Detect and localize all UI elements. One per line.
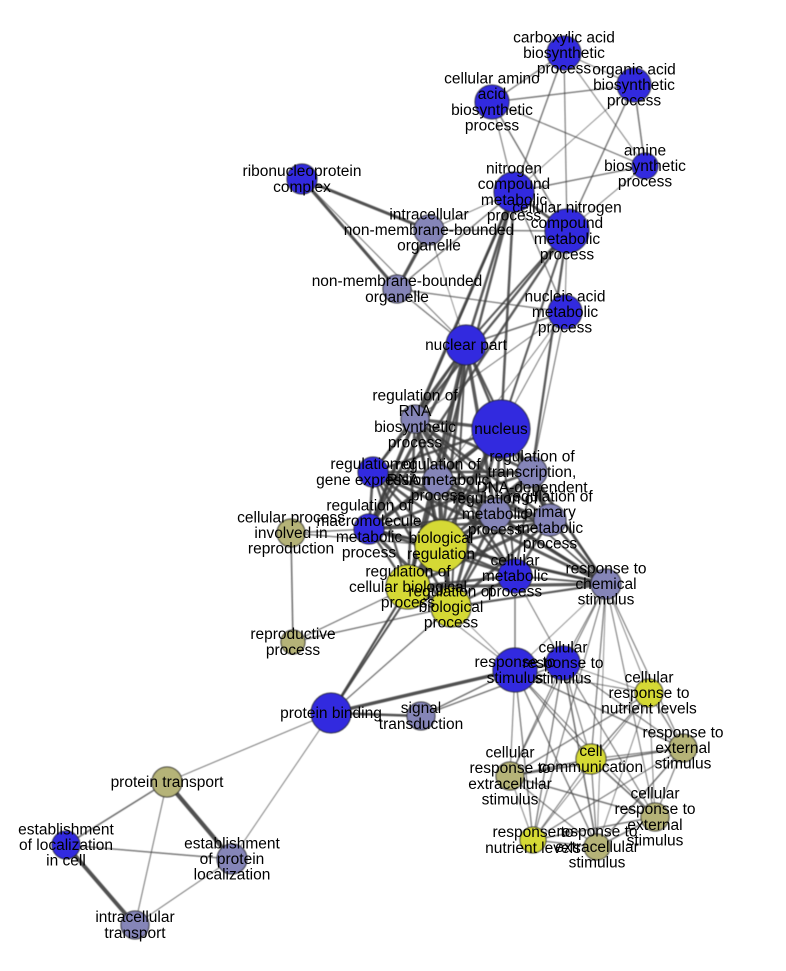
svg-text:RNA metabolic: RNA metabolic	[387, 472, 490, 489]
svg-text:involved in: involved in	[254, 525, 327, 542]
svg-text:process: process	[468, 522, 523, 539]
svg-text:process: process	[388, 435, 443, 452]
svg-text:carboxylic acid: carboxylic acid	[513, 29, 615, 46]
svg-text:biological: biological	[409, 530, 474, 547]
svg-text:cellular amino: cellular amino	[444, 71, 540, 88]
svg-text:process: process	[538, 320, 593, 337]
svg-text:regulation of: regulation of	[489, 448, 575, 465]
svg-text:intracellular: intracellular	[389, 206, 468, 223]
svg-text:stimulus: stimulus	[482, 792, 539, 809]
svg-text:in cell: in cell	[46, 853, 86, 870]
svg-text:non-membrane-bounded: non-membrane-bounded	[312, 273, 483, 290]
svg-text:stimulus: stimulus	[578, 592, 635, 609]
svg-text:biosynthetic: biosynthetic	[593, 77, 675, 94]
svg-text:external: external	[655, 740, 710, 757]
svg-text:response to: response to	[470, 760, 551, 777]
svg-text:process: process	[607, 93, 662, 110]
svg-text:organelle: organelle	[365, 289, 429, 306]
svg-text:cellular: cellular	[630, 786, 679, 803]
svg-text:metabolic: metabolic	[534, 231, 601, 248]
svg-text:extracellular: extracellular	[468, 776, 552, 793]
svg-text:chemical: chemical	[575, 576, 636, 593]
svg-text:nuclear part: nuclear part	[425, 337, 508, 354]
svg-text:establishment: establishment	[18, 821, 114, 838]
svg-text:biosynthetic: biosynthetic	[604, 158, 686, 175]
svg-text:stimulus: stimulus	[569, 855, 626, 872]
svg-text:regulation of: regulation of	[408, 583, 494, 600]
svg-text:process: process	[488, 584, 543, 601]
svg-text:regulation of: regulation of	[365, 563, 451, 580]
svg-text:regulation of: regulation of	[372, 387, 458, 404]
svg-text:process: process	[618, 174, 673, 191]
svg-text:of localization: of localization	[19, 837, 113, 854]
svg-text:regulation: regulation	[407, 546, 475, 563]
svg-text:compound: compound	[531, 215, 603, 232]
svg-text:reproductive: reproductive	[250, 626, 335, 643]
svg-text:process: process	[266, 642, 321, 659]
svg-text:transcription,: transcription,	[488, 464, 577, 481]
svg-text:stimulus: stimulus	[655, 756, 712, 773]
svg-text:compound: compound	[478, 176, 550, 193]
svg-text:response to: response to	[609, 685, 690, 702]
svg-text:biosynthetic: biosynthetic	[523, 45, 605, 62]
svg-text:metabolic: metabolic	[336, 529, 403, 546]
svg-text:protein binding: protein binding	[280, 705, 382, 722]
svg-text:nitrogen: nitrogen	[486, 160, 542, 177]
svg-text:cellular: cellular	[538, 639, 587, 656]
svg-text:response to: response to	[615, 801, 696, 818]
svg-text:process: process	[537, 61, 592, 78]
svg-text:metabolic: metabolic	[482, 568, 549, 585]
svg-text:amine: amine	[624, 142, 666, 159]
svg-text:response to: response to	[523, 655, 604, 672]
svg-text:process: process	[523, 536, 578, 553]
svg-text:metabolic: metabolic	[462, 506, 529, 523]
svg-text:regulation of: regulation of	[395, 456, 481, 473]
svg-text:biosynthetic: biosynthetic	[374, 419, 456, 436]
svg-text:protein transport: protein transport	[111, 774, 225, 791]
svg-text:transport: transport	[104, 925, 166, 942]
svg-text:of protein: of protein	[200, 851, 265, 868]
svg-text:nucleus: nucleus	[474, 421, 528, 438]
svg-text:cellular nitrogen: cellular nitrogen	[512, 199, 621, 216]
svg-text:acid: acid	[478, 86, 506, 103]
svg-text:nutrient levels: nutrient levels	[601, 701, 697, 718]
svg-text:communication: communication	[539, 759, 643, 776]
svg-text:process: process	[342, 545, 397, 562]
svg-text:reproduction: reproduction	[248, 541, 334, 558]
svg-text:regulation of: regulation of	[452, 490, 538, 507]
svg-text:metabolic: metabolic	[532, 304, 599, 321]
svg-text:process: process	[540, 247, 595, 264]
svg-text:response to: response to	[566, 560, 647, 577]
svg-text:ribonucleoprotein: ribonucleoprotein	[243, 163, 362, 180]
svg-text:localization: localization	[194, 867, 271, 884]
svg-text:cellular: cellular	[490, 552, 539, 569]
svg-text:transduction: transduction	[379, 716, 463, 733]
svg-text:intracellular: intracellular	[95, 909, 174, 926]
svg-text:cellular process: cellular process	[237, 509, 345, 526]
svg-text:complex: complex	[273, 179, 331, 196]
svg-text:process: process	[465, 118, 520, 135]
svg-text:stimulus: stimulus	[535, 671, 592, 688]
svg-text:organic acid: organic acid	[592, 61, 676, 78]
svg-text:process: process	[424, 615, 479, 632]
svg-text:non-membrane-bounded: non-membrane-bounded	[344, 222, 515, 239]
svg-text:signal: signal	[401, 700, 442, 717]
svg-text:response to: response to	[557, 823, 638, 840]
svg-text:cellular: cellular	[624, 669, 673, 686]
svg-text:biosynthetic: biosynthetic	[451, 102, 533, 119]
svg-text:response to: response to	[643, 724, 724, 741]
svg-text:cellular: cellular	[485, 745, 534, 762]
svg-text:extracellular: extracellular	[555, 839, 639, 856]
svg-text:nucleic acid: nucleic acid	[525, 288, 606, 305]
svg-text:RNA: RNA	[399, 403, 432, 420]
svg-text:establishment: establishment	[184, 835, 280, 852]
svg-text:cell: cell	[579, 743, 602, 760]
svg-text:biological: biological	[419, 599, 484, 616]
svg-text:organelle: organelle	[397, 238, 461, 255]
